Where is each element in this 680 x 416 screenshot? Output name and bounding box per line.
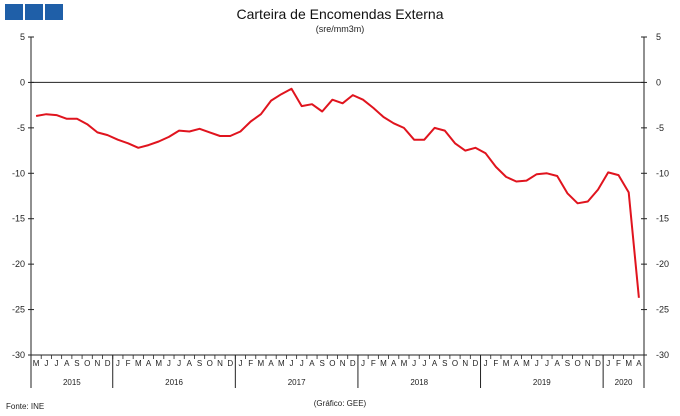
y-tick-label-right: -20: [656, 259, 669, 269]
y-tick-label-left: -25: [12, 305, 25, 315]
month-tick-label: O: [574, 359, 580, 368]
month-tick-label: O: [207, 359, 213, 368]
logo-block: [5, 4, 23, 20]
month-tick-label: A: [146, 359, 152, 368]
month-tick-label: A: [268, 359, 274, 368]
month-tick-label: J: [361, 359, 365, 368]
chart-credit: (Gráfico: GEE): [313, 399, 367, 408]
month-tick-label: J: [412, 359, 416, 368]
month-tick-label: A: [64, 359, 70, 368]
month-tick-label: J: [167, 359, 171, 368]
month-tick-label: J: [535, 359, 539, 368]
month-tick-label: N: [217, 359, 223, 368]
y-tick-label-left: 0: [20, 77, 25, 87]
month-tick-label: N: [585, 359, 591, 368]
y-tick-label-left: -5: [17, 123, 25, 133]
year-tick-label: 2020: [615, 378, 633, 387]
month-tick-label: J: [545, 359, 549, 368]
y-tick-label-left: -10: [12, 168, 25, 178]
month-tick-label: M: [625, 359, 632, 368]
month-tick-label: F: [126, 359, 131, 368]
year-tick-label: 2017: [288, 378, 306, 387]
month-tick-label: D: [350, 359, 356, 368]
month-tick-label: A: [514, 359, 520, 368]
month-tick-label: O: [452, 359, 458, 368]
month-tick-label: A: [391, 359, 397, 368]
month-tick-label: J: [484, 359, 488, 368]
source-note: Fonte: INE: [6, 402, 45, 411]
month-tick-label: S: [565, 359, 570, 368]
y-tick-label-right: 5: [656, 32, 661, 42]
y-tick-label-left: 5: [20, 32, 25, 42]
month-tick-label: N: [462, 359, 468, 368]
y-tick-label-right: 0: [656, 77, 661, 87]
y-tick-label-left: -15: [12, 214, 25, 224]
month-tick-label: J: [44, 359, 48, 368]
month-tick-label: J: [116, 359, 120, 368]
month-tick-label: D: [227, 359, 233, 368]
month-tick-label: J: [290, 359, 294, 368]
month-tick-label: M: [401, 359, 408, 368]
month-tick-label: S: [320, 359, 325, 368]
month-tick-label: M: [278, 359, 285, 368]
month-tick-label: N: [340, 359, 346, 368]
year-tick-label: 2015: [63, 378, 81, 387]
year-tick-label: 2019: [533, 378, 551, 387]
y-tick-label-left: -20: [12, 259, 25, 269]
month-tick-label: M: [258, 359, 265, 368]
month-tick-label: A: [636, 359, 642, 368]
month-tick-label: F: [371, 359, 376, 368]
month-tick-label: J: [238, 359, 242, 368]
month-tick-label: S: [74, 359, 79, 368]
y-tick-label-right: -5: [656, 123, 664, 133]
y-tick-label-right: -30: [656, 350, 669, 360]
logo-block: [45, 4, 63, 20]
month-tick-label: D: [595, 359, 601, 368]
month-tick-label: J: [300, 359, 304, 368]
month-tick-label: S: [197, 359, 202, 368]
year-tick-label: 2018: [410, 378, 428, 387]
month-tick-label: D: [105, 359, 111, 368]
month-tick-label: F: [493, 359, 498, 368]
month-tick-label: M: [380, 359, 387, 368]
month-tick-label: A: [309, 359, 315, 368]
month-tick-label: M: [135, 359, 142, 368]
month-tick-label: F: [248, 359, 253, 368]
y-tick-label-left: -30: [12, 350, 25, 360]
month-tick-label: F: [616, 359, 621, 368]
month-tick-label: O: [329, 359, 335, 368]
month-tick-label: M: [523, 359, 530, 368]
month-tick-label: J: [177, 359, 181, 368]
month-tick-label: N: [95, 359, 101, 368]
month-tick-label: O: [84, 359, 90, 368]
month-tick-label: M: [503, 359, 510, 368]
month-tick-label: J: [606, 359, 610, 368]
y-tick-label-right: -15: [656, 214, 669, 224]
month-tick-label: A: [554, 359, 560, 368]
logo-block: [25, 4, 43, 20]
month-tick-label: A: [187, 359, 193, 368]
data-line: [35, 87, 640, 298]
y-tick-label-right: -10: [656, 168, 669, 178]
year-tick-label: 2016: [165, 378, 183, 387]
month-tick-label: D: [473, 359, 479, 368]
month-tick-label: M: [33, 359, 40, 368]
month-tick-label: M: [155, 359, 162, 368]
month-tick-label: A: [432, 359, 438, 368]
month-tick-label: J: [55, 359, 59, 368]
ine-logo-icon: [5, 4, 63, 20]
month-tick-label: J: [422, 359, 426, 368]
month-tick-label: S: [442, 359, 447, 368]
chart-subtitle: (sre/mm3m): [315, 24, 365, 34]
chart-title: Carteira de Encomendas Externa: [236, 6, 444, 22]
y-tick-label-right: -25: [656, 305, 669, 315]
